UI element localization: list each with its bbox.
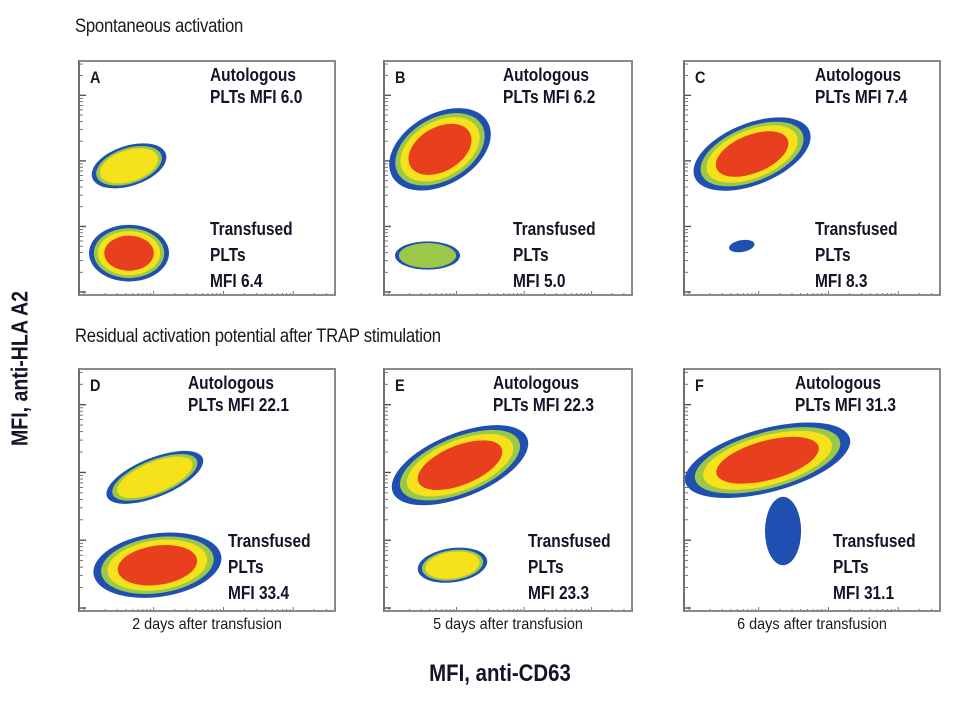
transfused-label: Transfused PLTs MFI 5.0 <box>513 216 596 294</box>
transfused-label: Transfused PLTs MFI 33.4 <box>228 528 311 606</box>
panel-letter: E <box>395 376 405 395</box>
autologous-label-line1: Autologous <box>795 373 881 393</box>
transfused-label-line2: PLTs <box>815 245 851 265</box>
y-axis-title: MFI, anti-HLA A2 <box>6 291 33 446</box>
section-title-trap: Residual activation potential after TRAP… <box>75 326 441 347</box>
density-plot <box>685 371 941 610</box>
autologous-population <box>391 425 529 506</box>
autologous-label-line1: Autologous <box>503 65 589 85</box>
density-contour <box>117 456 193 499</box>
panel-letter: B <box>395 68 406 87</box>
panel-d: D Autologous PLTs MFI 22.1 Transfused PLTs MF… <box>78 368 336 612</box>
autologous-label-line1: Autologous <box>493 373 579 393</box>
autologous-label: Autologous PLTs MFI 31.3 <box>795 372 896 416</box>
density-plot <box>385 63 633 294</box>
autologous-label-line1: Autologous <box>815 65 901 85</box>
autologous-label: Autologous PLTs MFI 6.0 <box>210 64 302 108</box>
transfused-mfi: MFI 33.4 <box>228 583 290 603</box>
autologous-population <box>685 422 851 499</box>
autologous-label: Autologous PLTs MFI 22.1 <box>188 372 289 416</box>
panel-letter: C <box>695 68 706 87</box>
panel-letter: D <box>90 376 101 395</box>
autologous-population <box>106 450 204 504</box>
panel-letter: A <box>90 68 101 87</box>
transfused-label: Transfused PLTs MFI 31.1 <box>833 528 916 606</box>
autologous-mfi: PLTs MFI 31.3 <box>795 395 896 415</box>
autologous-population <box>389 108 491 191</box>
panel-c: C Autologous PLTs MFI 7.4 Transfused PLTs MFI… <box>683 60 941 296</box>
transfused-label-line2: PLTs <box>513 245 549 265</box>
density-contour <box>729 239 755 253</box>
transfused-population <box>417 547 488 583</box>
transfused-population <box>395 241 460 270</box>
density-plot <box>80 63 336 294</box>
density-contour <box>117 544 198 586</box>
panel-a: A Autologous PLTs MFI 6.0 Transfused PLTs MFI… <box>78 60 336 296</box>
panel-e: E Autologous PLTs MFI 22.3 Transfused PLTs MF… <box>383 368 633 612</box>
density-contour <box>398 243 457 268</box>
section-title-spontaneous: Spontaneous activation <box>75 16 244 37</box>
panel-caption-d: 2 days after transfusion <box>132 616 282 633</box>
transfused-population <box>89 224 170 282</box>
transfused-mfi: MFI 5.0 <box>513 271 566 291</box>
panel-caption-e: 5 days after transfusion <box>433 616 583 633</box>
x-axis-title: MFI, anti-CD63 <box>429 660 571 687</box>
autologous-mfi: PLTs MFI 22.3 <box>493 395 594 415</box>
density-plot <box>385 371 633 610</box>
panel-letter: F <box>695 376 704 395</box>
transfused-label-line1: Transfused <box>528 531 611 551</box>
transfused-mfi: MFI 6.4 <box>210 271 263 291</box>
transfused-population <box>764 496 802 566</box>
autologous-population <box>91 143 167 189</box>
density-contour <box>425 551 480 579</box>
transfused-label-line1: Transfused <box>228 531 311 551</box>
transfused-mfi: MFI 8.3 <box>815 271 868 291</box>
transfused-population <box>93 532 222 598</box>
autologous-label: Autologous PLTs MFI 7.4 <box>815 64 907 108</box>
transfused-label: Transfused PLTs MFI 6.4 <box>210 216 293 294</box>
density-contour <box>764 496 802 566</box>
autologous-label-line1: Autologous <box>210 65 296 85</box>
density-contour <box>715 131 789 177</box>
autologous-population <box>693 117 811 191</box>
transfused-label-line2: PLTs <box>210 245 246 265</box>
transfused-label-line1: Transfused <box>815 219 898 239</box>
transfused-label: Transfused PLTs MFI 23.3 <box>528 528 611 606</box>
density-contour <box>104 235 154 271</box>
panel-f: F Autologous PLTs MFI 31.3 Transfused PLTs MF… <box>683 368 941 612</box>
density-contour <box>99 148 159 184</box>
density-contour <box>408 123 472 175</box>
transfused-label-line1: Transfused <box>513 219 596 239</box>
transfused-label-line2: PLTs <box>833 557 869 577</box>
transfused-mfi: MFI 31.1 <box>833 583 895 603</box>
density-plot <box>685 63 941 294</box>
transfused-mfi: MFI 23.3 <box>528 583 590 603</box>
transfused-population <box>729 239 755 253</box>
density-contour <box>417 440 503 490</box>
autologous-mfi: PLTs MFI 7.4 <box>815 87 908 107</box>
transfused-label-line2: PLTs <box>528 557 564 577</box>
density-contour <box>716 436 819 484</box>
transfused-label: Transfused PLTs MFI 8.3 <box>815 216 898 294</box>
autologous-mfi: PLTs MFI 6.0 <box>210 87 303 107</box>
autologous-label: Autologous PLTs MFI 6.2 <box>503 64 595 108</box>
autologous-mfi: PLTs MFI 6.2 <box>503 87 596 107</box>
transfused-label-line2: PLTs <box>228 557 264 577</box>
autologous-label: Autologous PLTs MFI 22.3 <box>493 372 594 416</box>
density-plot <box>80 371 336 610</box>
transfused-label-line1: Transfused <box>833 531 916 551</box>
panel-b: B Autologous PLTs MFI 6.2 Transfused PLTs MFI… <box>383 60 633 296</box>
panel-caption-f: 6 days after transfusion <box>737 616 887 633</box>
autologous-mfi: PLTs MFI 22.1 <box>188 395 289 415</box>
autologous-label-line1: Autologous <box>188 373 274 393</box>
transfused-label-line1: Transfused <box>210 219 293 239</box>
